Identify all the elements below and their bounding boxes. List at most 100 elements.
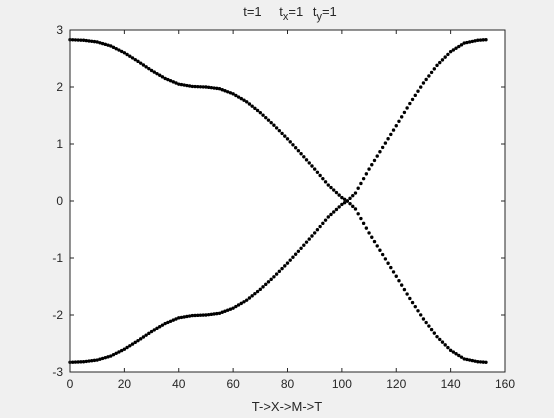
series-1-marker: [119, 49, 124, 54]
series-2-marker: [329, 212, 333, 217]
series-2-marker: [231, 306, 235, 310]
series-2-marker: [90, 359, 94, 363]
series-2-marker: [258, 287, 263, 292]
series-1-marker: [293, 146, 298, 150]
x-axis-ticks: 0 20 40 60 80 100 120 140 160: [67, 30, 515, 391]
series-2-marker: [389, 132, 393, 137]
series-1-marker: [231, 92, 235, 96]
series-2-marker: [280, 266, 284, 271]
series-2-marker: [114, 351, 118, 355]
series-1-marker: [312, 167, 317, 171]
series-2-marker: [394, 124, 398, 128]
x-tick-label: 40: [172, 377, 186, 391]
series-1-marker: [201, 85, 205, 89]
series-1-marker: [484, 360, 488, 365]
y-tick-label: 0: [56, 194, 63, 208]
series-2-marker: [117, 350, 121, 354]
series-2-marker: [79, 360, 83, 364]
series-2-marker: [109, 354, 113, 358]
series-1-marker: [375, 244, 379, 248]
series-2-marker: [215, 311, 219, 316]
series-2-marker: [119, 348, 124, 353]
series-2-marker: [416, 89, 420, 93]
series-1-marker: [283, 134, 287, 138]
series-2-marker: [196, 313, 200, 318]
series-1-marker: [326, 183, 330, 187]
series-1-marker: [272, 123, 276, 127]
series-1-marker: [340, 195, 344, 200]
series-1-marker: [280, 131, 284, 136]
series-1-marker: [163, 76, 167, 81]
series-2-marker: [166, 320, 170, 325]
series-1-marker: [402, 287, 407, 292]
series-2-marker: [323, 218, 328, 222]
series-1-marker: [481, 360, 485, 364]
series-1-marker: [288, 140, 292, 144]
series-1-marker: [310, 164, 314, 168]
series-2-marker: [163, 321, 167, 326]
series-1-marker: [370, 235, 374, 239]
series-1-marker: [432, 331, 437, 335]
series-1-marker: [296, 149, 301, 153]
title-ty-val: =1: [322, 4, 337, 19]
series-1-marker: [117, 48, 121, 52]
series-2-marker: [383, 141, 388, 145]
series-2-marker: [201, 313, 205, 317]
series-1-marker: [87, 39, 91, 43]
series-2-marker: [236, 303, 241, 307]
series-1-marker: [405, 292, 409, 296]
series-1-marker: [351, 204, 355, 209]
series-1-marker: [250, 104, 254, 108]
y-tick-label: 1: [56, 137, 63, 151]
series-2-marker: [413, 93, 417, 98]
series-1-marker: [421, 317, 426, 321]
series-1-marker: [435, 334, 439, 339]
series-2-marker: [321, 221, 325, 226]
series-1-marker: [478, 360, 483, 364]
series-2-marker: [432, 67, 437, 71]
series-2-marker: [255, 289, 260, 294]
series-2-marker: [375, 154, 379, 158]
series-1-marker: [177, 82, 181, 86]
series-2-marker: [133, 340, 137, 345]
series-1-marker: [467, 358, 472, 362]
series-2-marker: [160, 323, 165, 327]
series-1-marker: [206, 85, 211, 90]
series-2-marker: [225, 308, 230, 312]
series-1-marker: [269, 120, 273, 125]
series-1-marker: [307, 161, 311, 165]
series-2-marker: [250, 294, 254, 298]
series-1-marker: [285, 137, 290, 141]
series-1-marker: [318, 173, 322, 178]
series-2-marker: [217, 311, 222, 315]
y-axis-ticks: -3 -2 -1 0 1 2 3: [52, 23, 505, 379]
series-1-marker: [386, 261, 390, 265]
series-1-marker: [182, 83, 186, 87]
series-2-marker: [342, 201, 347, 205]
title-tx-base: t: [279, 4, 283, 19]
series-2-marker: [438, 60, 442, 65]
series-2-marker: [304, 240, 309, 244]
series-2-marker: [451, 48, 456, 52]
series-2-marker: [473, 39, 477, 43]
series-1-marker: [239, 96, 243, 101]
series-1-marker: [389, 265, 393, 270]
series-2-marker: [312, 231, 317, 235]
series-1-marker: [356, 212, 360, 216]
series-2-marker: [370, 163, 374, 167]
series-2-marker: [421, 81, 426, 85]
series-2-marker: [340, 202, 344, 207]
series-1-marker: [125, 52, 129, 57]
series-2-marker: [242, 300, 246, 304]
series-2-marker: [149, 329, 154, 334]
series-2-marker: [76, 360, 80, 364]
y-tick-label: -1: [52, 251, 63, 265]
series-2-marker: [424, 77, 428, 82]
series-1-marker: [397, 278, 401, 283]
series-1-marker: [419, 313, 423, 317]
series-1-marker: [190, 84, 195, 89]
series-1-marker: [133, 57, 137, 62]
series-2-marker: [310, 234, 314, 238]
series-1-marker: [465, 357, 469, 362]
series-2-marker: [277, 269, 282, 274]
